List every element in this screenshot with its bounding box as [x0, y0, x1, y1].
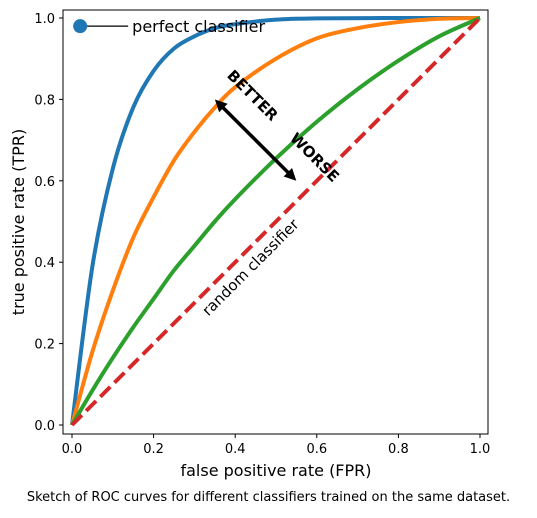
perfect-classifier-label: perfect classifier: [132, 17, 265, 36]
figure-caption: Sketch of ROC curves for different class…: [0, 490, 537, 505]
x-axis-label: false positive rate (FPR): [180, 461, 371, 480]
x-tick-label: 0.2: [143, 442, 164, 457]
x-tick-label: 0.8: [388, 442, 409, 457]
series-layer: [72, 18, 480, 425]
perfect-classifier-point: [73, 19, 87, 33]
random-classifier-label: random classifier: [198, 215, 303, 320]
y-tick-label: 0.2: [34, 338, 55, 353]
better-worse-arrow: [219, 103, 292, 176]
x-tick-label: 0.4: [225, 442, 246, 457]
x-tick-label: 1.0: [470, 442, 491, 457]
y-tick-label: 0.4: [34, 256, 55, 271]
y-tick-label: 0.8: [34, 93, 55, 108]
y-axis-label: true positive rate (TPR): [9, 129, 28, 315]
x-tick-label: 0.0: [62, 442, 83, 457]
y-tick-label: 0.0: [34, 419, 55, 434]
roc-chart: 0.0 0.2 0.4 0.6 0.8 1.0 0.0 0.2 0.4 0.6 0.8 1.0 per…: [0, 0, 537, 490]
series-line-4: [72, 18, 480, 425]
y-tick-label: 0.6: [34, 175, 55, 190]
x-tick-label: 0.6: [306, 442, 327, 457]
y-tick-label: 1.0: [34, 12, 55, 27]
